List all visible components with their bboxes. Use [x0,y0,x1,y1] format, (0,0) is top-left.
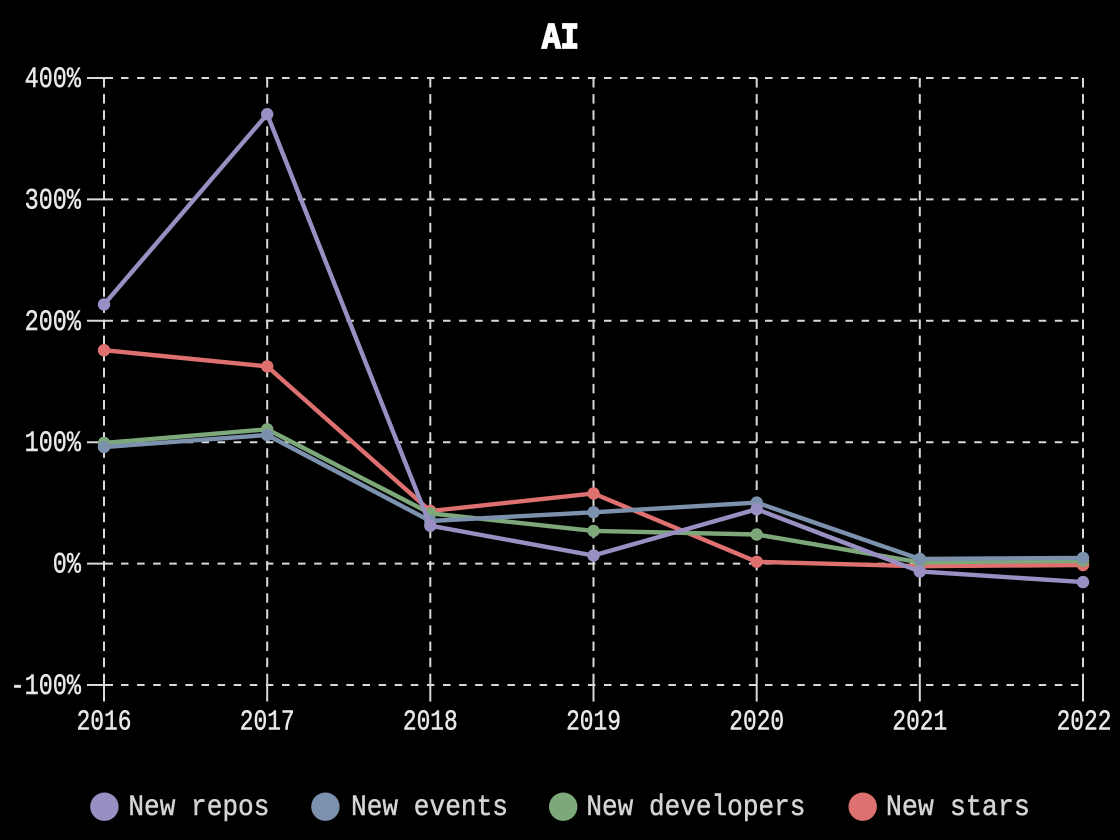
svg-text:-100%: -100% [11,670,82,704]
svg-text:2021: 2021 [892,706,947,739]
svg-text:2019: 2019 [566,706,621,739]
svg-text:2018: 2018 [403,706,458,739]
svg-text:New stars: New stars [886,791,1030,825]
svg-text:AI: AI [542,18,579,59]
svg-text:2022: 2022 [1057,706,1112,739]
svg-text:2020: 2020 [729,706,784,739]
svg-text:2017: 2017 [240,706,295,739]
svg-text:New repos: New repos [128,791,269,825]
svg-text:300%: 300% [25,184,82,218]
svg-text:New events: New events [351,791,508,825]
svg-text:0%: 0% [53,549,82,583]
svg-text:100%: 100% [25,427,82,461]
svg-text:New developers: New developers [586,791,805,825]
svg-text:400%: 400% [25,63,82,97]
svg-text:2016: 2016 [77,706,132,739]
svg-text:200%: 200% [25,306,82,340]
